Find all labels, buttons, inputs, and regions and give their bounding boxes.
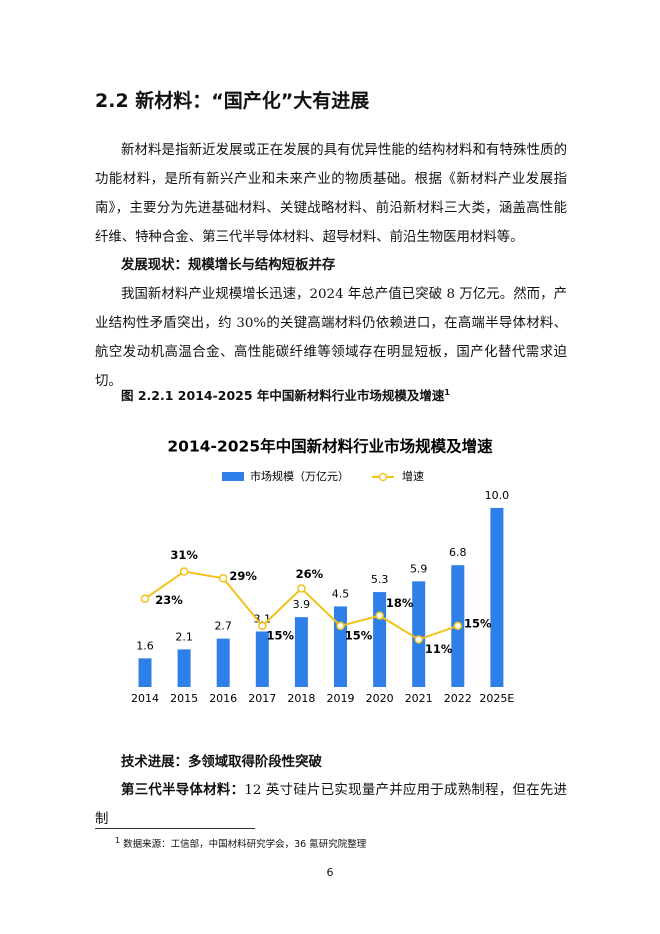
line-point <box>336 621 345 631</box>
figure-caption: 图 2.2.1 2014-2025 年中国新材料行业市场规模及增速1 <box>121 385 450 404</box>
bar-value-label: 5.9 <box>410 562 428 575</box>
x-tick-label: 2016 <box>209 692 237 705</box>
chart-title: 2014-2025年中国新材料行业市场规模及增速 <box>167 437 493 456</box>
subheading: 技术进展：多领域取得阶段性突破 <box>121 754 322 770</box>
line-value-label: 15% <box>464 616 492 630</box>
legend-swatch <box>222 472 244 481</box>
bar <box>177 649 191 687</box>
x-tick-label: 2021 <box>405 692 433 705</box>
x-tick-label: 2014 <box>131 692 159 705</box>
line-point <box>414 635 423 644</box>
line-value-label: 18% <box>386 596 414 610</box>
line-point <box>179 567 189 576</box>
line-point <box>453 621 463 631</box>
paragraph: 第三代半导体材料：12 英寸硅片已实现量产并应用于成熟制程，但在先进制 <box>95 776 567 834</box>
bar <box>373 592 387 687</box>
x-tick-label: 2017 <box>248 692 276 705</box>
line-point <box>375 611 384 620</box>
subheading: 发展现状：规模增长与结构短板并存 <box>121 257 336 273</box>
bar-value-label: 10.0 <box>485 489 510 502</box>
x-tick-label: 2019 <box>327 692 355 705</box>
line-value-label: 31% <box>170 548 198 562</box>
bar <box>216 638 230 687</box>
caption-text: 图 2.2.1 2014-2025 年中国新材料行业市场规模及增速 <box>121 388 445 403</box>
line-point <box>258 621 267 631</box>
paragraph: 新材料是指新近发展或正在发展的具有优异性能的结构材料和有特殊性质的功能材料，是所… <box>95 143 567 245</box>
bar-value-label: 1.6 <box>136 639 154 652</box>
caption-note: 1 <box>444 387 450 397</box>
para-label: 第三代半导体材料： <box>121 782 245 798</box>
legend-label: 增速 <box>402 469 424 483</box>
bar-value-label: 4.5 <box>332 587 350 600</box>
bar <box>412 581 426 687</box>
legend-label: 市场规模（万亿元） <box>250 469 349 483</box>
x-tick-label: 2015 <box>170 692 198 705</box>
line-value-label: 23% <box>155 593 183 607</box>
line-point <box>297 584 306 593</box>
footnote-mark: 1 <box>115 836 121 845</box>
footnote-rule <box>95 828 255 829</box>
line-point <box>218 574 228 583</box>
bar <box>490 507 504 687</box>
line-point <box>140 594 150 603</box>
bar-value-label: 5.3 <box>371 573 389 586</box>
x-tick-label: 2025E <box>479 692 514 705</box>
x-tick-label: 2020 <box>366 692 394 705</box>
chart: 2014-2025年中国新材料行业市场规模及增速 市场规模（万亿元） 增速 2014… <box>131 437 514 706</box>
bar <box>138 658 152 687</box>
heading: 2.2 新材料：“国产化”大有进展 <box>95 90 370 112</box>
x-tick-label: 2022 <box>444 692 472 705</box>
bar-value-label: 2.7 <box>214 620 232 633</box>
legend-swatch <box>378 472 388 482</box>
bar <box>294 617 308 687</box>
para-text: 12 英寸硅片已实现量产并应用于成熟制程，但在先进制 <box>95 783 568 827</box>
page-number: 6 <box>326 866 334 879</box>
paragraph: 我国新材料产业规模增长迅速，2024 年总产值已突破 8 万亿元。然而，产业结构… <box>95 287 567 389</box>
bar-value-label: 2.1 <box>175 630 193 643</box>
line-value-label: 26% <box>296 567 324 581</box>
line-value-label: 29% <box>229 569 257 583</box>
line-value-label: 11% <box>425 642 453 656</box>
footnote-text: 数据来源：工信部，中国材料研究学会，36 氪研究院整理 <box>123 839 367 851</box>
bar-value-label: 3.9 <box>293 598 311 611</box>
footnote: 1 数据来源：工信部，中国材料研究学会，36 氪研究院整理 <box>115 836 366 850</box>
x-tick-label: 2018 <box>287 692 315 705</box>
line-value-label: 15% <box>267 628 295 642</box>
bar-value-label: 6.8 <box>449 546 467 559</box>
bar <box>334 606 347 687</box>
bar <box>255 631 269 687</box>
line-value-label: 15% <box>345 628 373 642</box>
